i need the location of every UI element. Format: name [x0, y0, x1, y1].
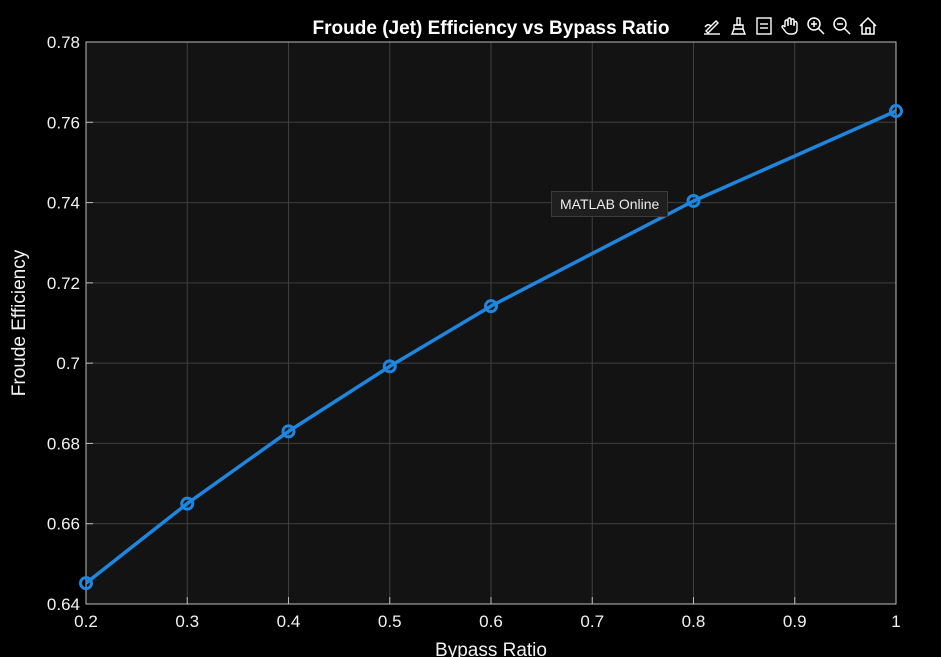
- axes-toolbar: [696, 12, 884, 40]
- x-tick-label: 1: [891, 612, 900, 631]
- zoom-in-icon[interactable]: [804, 13, 828, 39]
- chart-title: Froude (Jet) Efficiency vs Bypass Ratio: [313, 18, 670, 39]
- axis-ticks: 0.2 0.3 0.4 0.5 0.6 0.7 0.8 0.9 1 0.64 0.66 0.68 0.7…: [47, 33, 901, 631]
- x-tick-label: 0.9: [783, 612, 807, 631]
- x-tick-label: 0.7: [580, 612, 604, 631]
- x-tick-label: 0.2: [74, 612, 98, 631]
- edit-plot-icon[interactable]: [700, 13, 724, 39]
- y-tick-label: 0.74: [47, 194, 80, 213]
- home-icon[interactable]: [856, 13, 880, 39]
- data-tips-icon[interactable]: [752, 13, 776, 39]
- data-point-marker[interactable]: [484, 299, 498, 314]
- y-tick-label: 0.68: [47, 434, 80, 453]
- x-tick-label: 0.8: [682, 612, 706, 631]
- x-tick-label: 0.5: [378, 612, 402, 631]
- y-tick-label: 0.64: [47, 595, 80, 614]
- series-layer: [79, 104, 903, 591]
- datatip-tooltip: MATLAB Online: [551, 191, 669, 217]
- y-axis-label: Froude Efficiency: [9, 249, 30, 396]
- y-tick-label: 0.78: [47, 33, 80, 52]
- y-tick-label: 0.66: [47, 515, 80, 534]
- data-point-marker[interactable]: [686, 193, 701, 208]
- y-tick-label: 0.76: [47, 113, 80, 132]
- brush-icon[interactable]: [726, 13, 750, 39]
- x-axis-label: Bypass Ratio: [435, 640, 547, 657]
- data-point-marker[interactable]: [79, 576, 93, 591]
- zoom-out-icon[interactable]: [830, 13, 854, 39]
- x-tick-label: 0.4: [277, 612, 301, 631]
- data-point-marker[interactable]: [180, 496, 195, 511]
- y-tick-label: 0.7: [56, 354, 80, 373]
- x-tick-label: 0.6: [479, 612, 503, 631]
- data-point-marker[interactable]: [889, 104, 903, 119]
- pan-icon[interactable]: [778, 13, 802, 39]
- data-point-marker[interactable]: [281, 424, 296, 439]
- series-line[interactable]: [84, 109, 897, 585]
- x-tick-label: 0.3: [175, 612, 199, 631]
- data-point-marker[interactable]: [382, 359, 397, 374]
- y-tick-label: 0.72: [47, 274, 80, 293]
